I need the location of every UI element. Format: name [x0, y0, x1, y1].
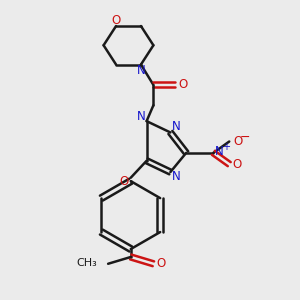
Text: O: O — [157, 257, 166, 270]
Text: CH₃: CH₃ — [76, 258, 97, 268]
Text: −: − — [240, 130, 250, 143]
Text: N: N — [136, 64, 145, 77]
Text: N: N — [172, 120, 180, 133]
Text: N: N — [215, 145, 224, 158]
Text: N: N — [136, 110, 145, 123]
Text: O: O — [232, 158, 242, 171]
Text: O: O — [234, 135, 243, 148]
Text: O: O — [178, 78, 188, 92]
Text: O: O — [111, 14, 121, 27]
Text: N: N — [172, 170, 180, 183]
Text: O: O — [119, 175, 129, 188]
Text: +: + — [222, 142, 230, 152]
